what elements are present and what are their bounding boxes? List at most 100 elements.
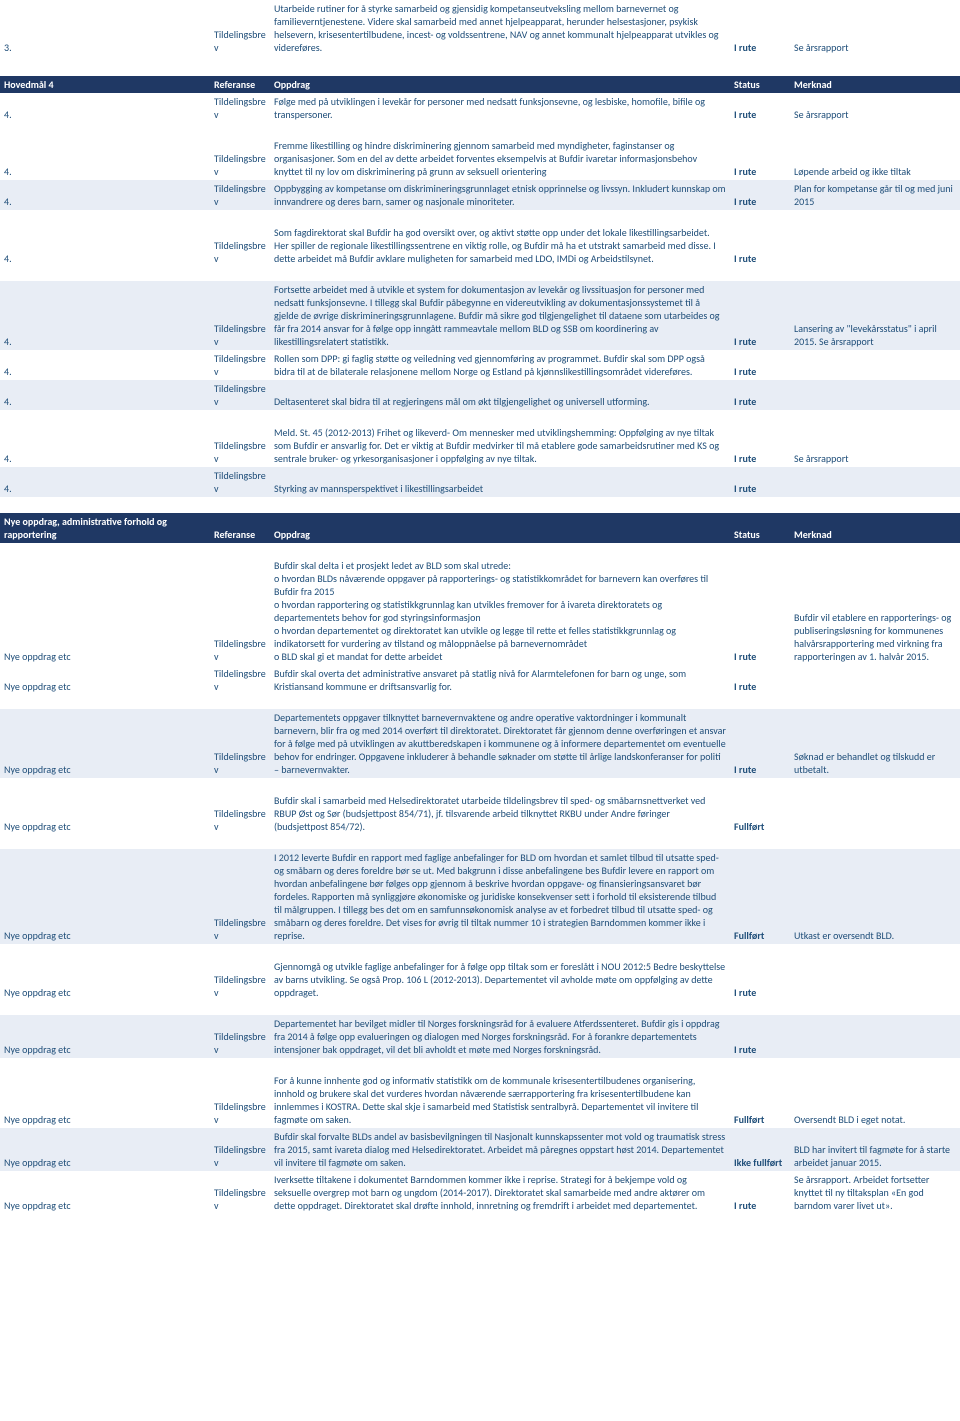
cell-col2: Rollen som DPP: gi faglig støtte og veil…: [270, 350, 730, 380]
cell-col4: Merknad: [790, 76, 960, 93]
cell-col4: Oversendt BLD i eget notat.: [790, 1072, 960, 1128]
cell-col2: Fremme likestilling og hindre diskrimine…: [270, 137, 730, 180]
cell-col4: BLD har invitert til fagmøte for å start…: [790, 1128, 960, 1171]
cell-col2: Fortsette arbeidet med å utvikle et syst…: [270, 281, 730, 350]
cell-col1: Tildelingsbrev: [210, 849, 270, 944]
cell-col0: 4.: [0, 424, 210, 467]
table-row: 4.TildelingsbrevRollen som DPP: gi fagli…: [0, 350, 960, 380]
cell-col4: [790, 467, 960, 497]
table-row: 4.TildelingsbrevFortsette arbeidet med å…: [0, 281, 960, 350]
cell-col3: I rute: [730, 424, 790, 467]
cell-col1: Tildelingsbrev: [210, 424, 270, 467]
cell-col1: Tildelingsbrev: [210, 281, 270, 350]
spacer-row: [0, 123, 960, 137]
cell-col1: Tildelingsbrev: [210, 1128, 270, 1171]
cell-col1: Tildelingsbrev: [210, 0, 270, 56]
table-row: 4.TildelingsbrevFølge med på utviklingen…: [0, 93, 960, 123]
cell-col0: Nye oppdrag etc: [0, 665, 210, 695]
cell-col3: I rute: [730, 958, 790, 1001]
cell-col0: Nye oppdrag etc: [0, 849, 210, 944]
cell-col0: Nye oppdrag etc: [0, 1015, 210, 1058]
cell-col3: I rute: [730, 180, 790, 210]
table-row: Nye oppdrag etcTildelingsbrevBufdir skal…: [0, 557, 960, 665]
cell-col0: 4.: [0, 380, 210, 410]
cell-col1: Tildelingsbrev: [210, 792, 270, 835]
spacer-row: [0, 56, 960, 76]
cell-col3: Fullført: [730, 792, 790, 835]
cell-col4: Lansering av "levekårsstatus" i april 20…: [790, 281, 960, 350]
cell-col4: Se årsrapport: [790, 0, 960, 56]
cell-col3: I rute: [730, 467, 790, 497]
cell-col0: 4.: [0, 467, 210, 497]
cell-col4: Søknad er behandlet og tilskudd er utbet…: [790, 709, 960, 778]
cell-col4: Se årsrapport: [790, 93, 960, 123]
cell-col4: Plan for kompetanse går til og med juni …: [790, 180, 960, 210]
spacer-row: [0, 543, 960, 557]
cell-col2: Som fagdirektorat skal Bufdir ha god ove…: [270, 224, 730, 267]
table-row: Nye oppdrag etcTildelingsbrevBufdir skal…: [0, 665, 960, 695]
cell-col4: Utkast er oversendt BLD.: [790, 849, 960, 944]
cell-col2: Oppbygging av kompetanse om diskrimineri…: [270, 180, 730, 210]
cell-col3: I rute: [730, 224, 790, 267]
cell-col0: Nye oppdrag etc: [0, 557, 210, 665]
cell-col3: Status: [730, 513, 790, 543]
cell-col0: Nye oppdrag etc: [0, 1128, 210, 1171]
spacer-row: [0, 835, 960, 849]
cell-col3: I rute: [730, 0, 790, 56]
cell-col0: 3.: [0, 0, 210, 56]
cell-col2: For å kunne innhente god og informativ s…: [270, 1072, 730, 1128]
table-row: Nye oppdrag etcTildelingsbrevDepartement…: [0, 1015, 960, 1058]
cell-col0: 4.: [0, 224, 210, 267]
cell-col0: Nye oppdrag, administrative forhold og r…: [0, 513, 210, 543]
spacer-row: [0, 695, 960, 709]
cell-col2: Deltasenteret skal bidra til at regjerin…: [270, 380, 730, 410]
cell-col0: Nye oppdrag etc: [0, 792, 210, 835]
cell-col3: Fullført: [730, 1072, 790, 1128]
cell-col4: [790, 380, 960, 410]
cell-col2: Gjennomgå og utvikle faglige anbefalinge…: [270, 958, 730, 1001]
cell-col1: Tildelingsbrev: [210, 958, 270, 1001]
cell-col3: I rute: [730, 93, 790, 123]
cell-col1: Tildelingsbrev: [210, 709, 270, 778]
cell-col2: Departementet har bevilget midler til No…: [270, 1015, 730, 1058]
table-row: 4.TildelingsbrevOppbygging av kompetanse…: [0, 180, 960, 210]
spacer-row: [0, 497, 960, 513]
cell-col2: Følge med på utviklingen i levekår for p…: [270, 93, 730, 123]
table-row: Nye oppdrag etcTildelingsbrevBufdir skal…: [0, 1128, 960, 1171]
cell-col4: [790, 792, 960, 835]
table-row: Nye oppdrag etcTildelingsbrevBufdir skal…: [0, 792, 960, 835]
table-row: Nye oppdrag etcTildelingsbrevDepartement…: [0, 709, 960, 778]
cell-col1: Tildelingsbrev: [210, 224, 270, 267]
cell-col4: Løpende arbeid og ikke tiltak: [790, 137, 960, 180]
cell-col2: Styrking av mannsperspektivet i likestil…: [270, 467, 730, 497]
cell-col0: Nye oppdrag etc: [0, 958, 210, 1001]
cell-col2: Oppdrag: [270, 513, 730, 543]
cell-col2: Oppdrag: [270, 76, 730, 93]
cell-col2: Bufdir skal overta det administrative an…: [270, 665, 730, 695]
cell-col3: Fullført: [730, 849, 790, 944]
cell-col0: Nye oppdrag etc: [0, 709, 210, 778]
cell-col0: Nye oppdrag etc: [0, 1171, 210, 1214]
cell-col1: Tildelingsbrev: [210, 1072, 270, 1128]
table-row: 4.TildelingsbrevFremme likestilling og h…: [0, 137, 960, 180]
table-row: 3.TildelingsbrevUtarbeide rutiner for å …: [0, 0, 960, 56]
cell-col1: Referanse: [210, 76, 270, 93]
spacer-row: [0, 944, 960, 958]
cell-col3: I rute: [730, 281, 790, 350]
spacer-row: [0, 267, 960, 281]
cell-col0: 4.: [0, 137, 210, 180]
cell-col3: Ikke fullført: [730, 1128, 790, 1171]
cell-col4: [790, 224, 960, 267]
cell-col1: Referanse: [210, 513, 270, 543]
cell-col2: Utarbeide rutiner for å styrke samarbeid…: [270, 0, 730, 56]
cell-col1: Tildelingsbrev: [210, 137, 270, 180]
cell-col1: Tildelingsbrev: [210, 665, 270, 695]
cell-col2: Bufdir skal i samarbeid med Helsedirekto…: [270, 792, 730, 835]
cell-col1: Tildelingsbrev: [210, 467, 270, 497]
report-table: 3.TildelingsbrevUtarbeide rutiner for å …: [0, 0, 960, 1214]
cell-col2: Meld. St. 45 (2012-2013) Frihet og likev…: [270, 424, 730, 467]
cell-col4: [790, 1015, 960, 1058]
spacer-row: [0, 410, 960, 424]
cell-col3: I rute: [730, 380, 790, 410]
table-row: 4.TildelingsbrevMeld. St. 45 (2012-2013)…: [0, 424, 960, 467]
